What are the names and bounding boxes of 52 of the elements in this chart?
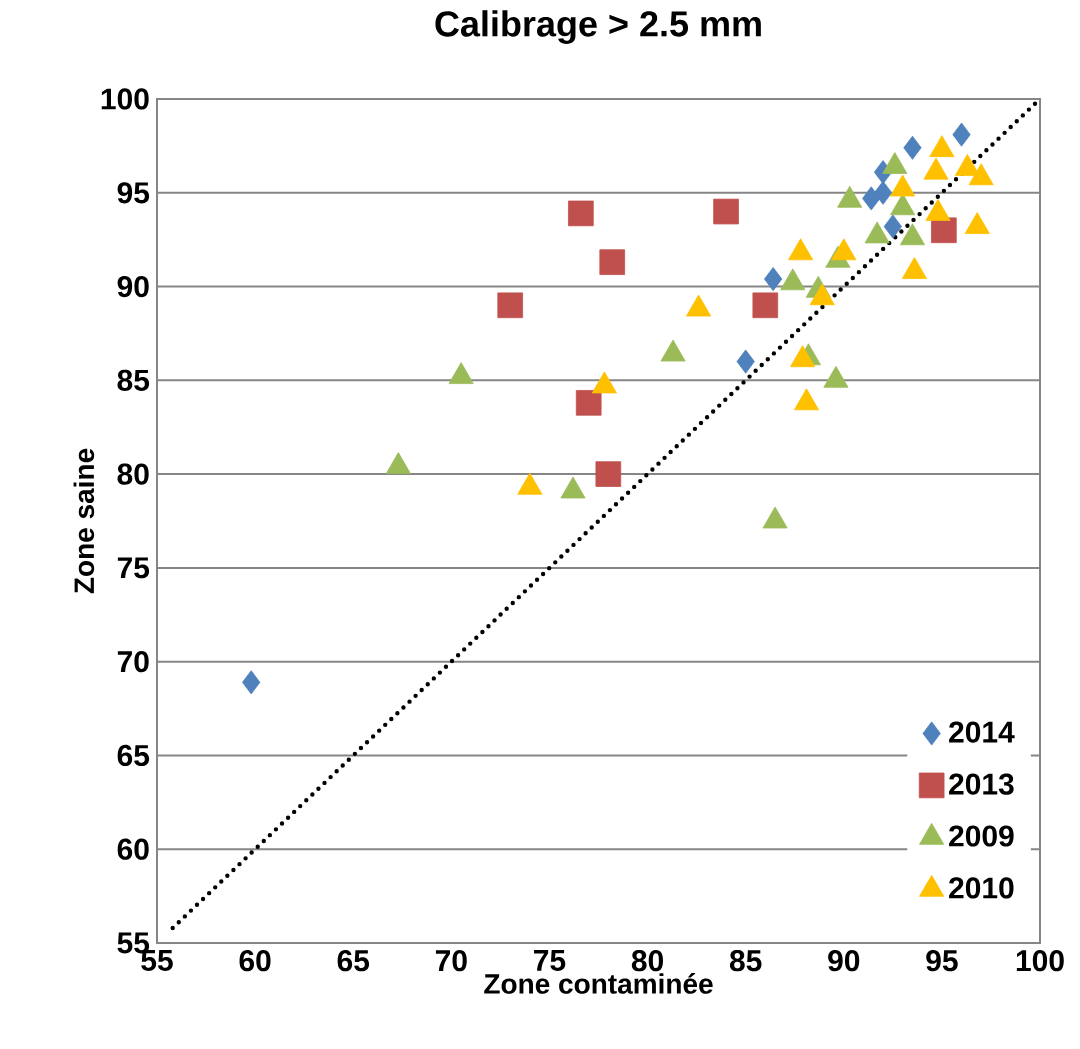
x-tick-label: 80 xyxy=(631,950,663,972)
point xyxy=(901,257,927,279)
point xyxy=(882,152,908,174)
x-tick-label: 75 xyxy=(534,950,566,971)
chart-title: Calibrage > 2.5 mm xyxy=(435,10,761,44)
point xyxy=(686,294,712,317)
point xyxy=(823,365,849,388)
point xyxy=(762,506,788,529)
y-tick-label: 75 xyxy=(117,557,150,579)
x-tick-label: 65 xyxy=(337,950,370,972)
x-tick-label: 70 xyxy=(435,950,467,972)
legend-label: 2014 xyxy=(949,721,1015,743)
y-tick-label: 65 xyxy=(117,744,150,767)
y-tick-label: 95 xyxy=(117,182,150,204)
legend-label: 2010 xyxy=(949,877,1014,899)
x-tick-label: 100 xyxy=(1016,950,1064,972)
point xyxy=(517,472,543,495)
point xyxy=(831,238,857,261)
point xyxy=(780,268,806,291)
point xyxy=(899,223,925,246)
point xyxy=(837,185,863,208)
point xyxy=(964,212,990,234)
point xyxy=(968,163,994,186)
point xyxy=(790,345,816,368)
point xyxy=(591,371,617,394)
x-tick-label: 60 xyxy=(239,950,271,972)
x-axis-title: Zone contaminée xyxy=(484,973,713,994)
point xyxy=(385,452,411,475)
point xyxy=(923,157,949,180)
point xyxy=(448,362,474,384)
point xyxy=(660,339,686,362)
point xyxy=(890,174,916,197)
point xyxy=(560,476,586,499)
x-tick-label: 90 xyxy=(828,950,860,972)
y-tick-label: 80 xyxy=(117,463,149,485)
y-tick-label: 100 xyxy=(101,88,149,110)
legend-label: 2009 xyxy=(949,825,1014,847)
legend-label: 2013 xyxy=(949,773,1014,795)
point xyxy=(954,153,980,176)
x-tick-label: 95 xyxy=(926,950,958,972)
y-tick-label: 85 xyxy=(117,369,150,391)
y-tick-label: 90 xyxy=(117,275,149,298)
point xyxy=(788,238,814,261)
y-tick-label: 60 xyxy=(117,838,149,860)
y-tick-label: 70 xyxy=(117,651,149,673)
y-axis-title: Zone saine xyxy=(73,448,95,594)
point xyxy=(929,135,955,158)
point xyxy=(793,388,820,411)
point xyxy=(925,199,951,221)
x-tick-label: 85 xyxy=(729,950,762,972)
point xyxy=(864,221,890,244)
point xyxy=(809,283,835,306)
